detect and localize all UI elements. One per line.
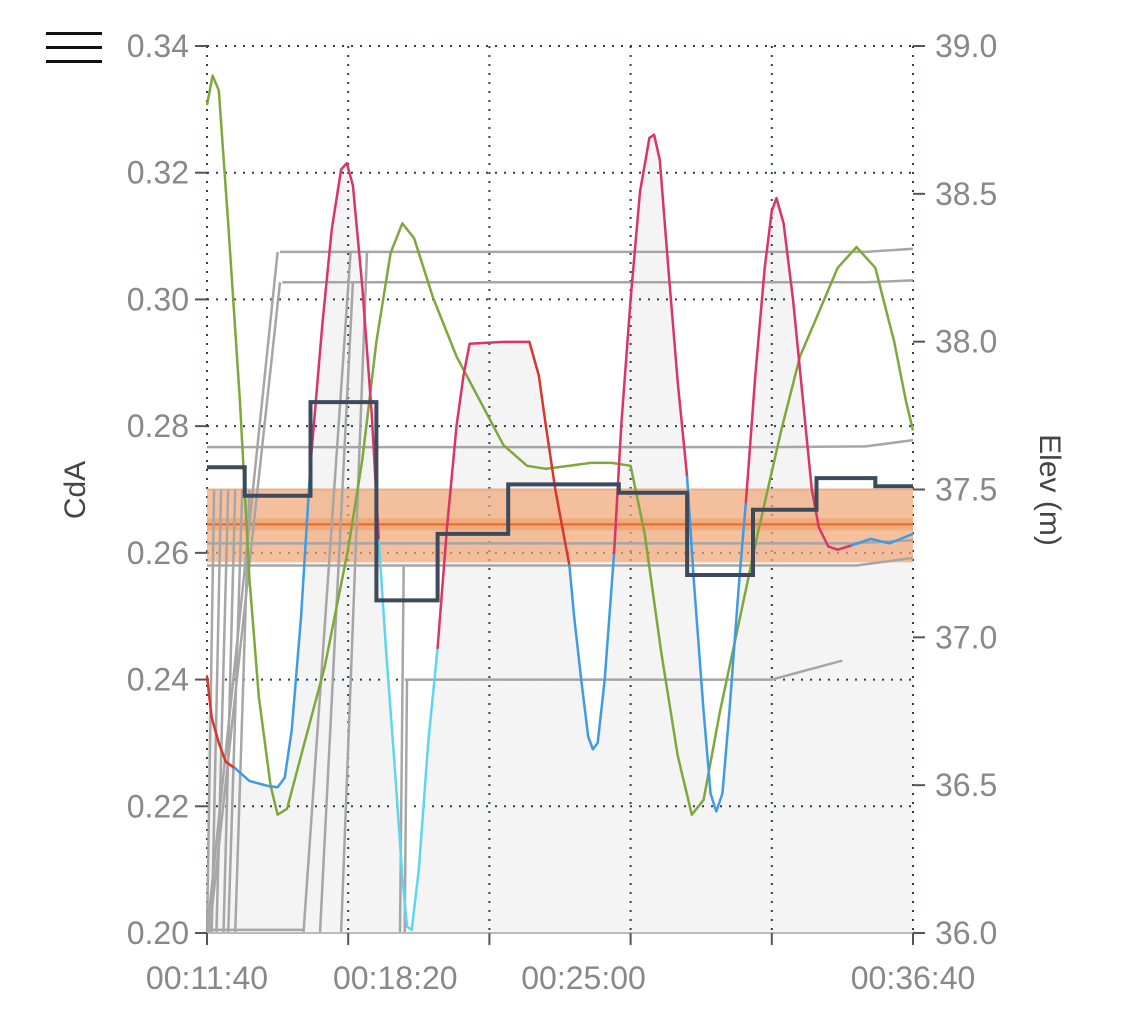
velocity-line-segment	[850, 532, 915, 547]
gray-line	[302, 251, 352, 934]
y2-tick-label: 37.0	[935, 619, 997, 655]
velocity-line-segment	[568, 551, 616, 751]
y2-tick-label: 36.0	[935, 915, 997, 951]
gray-line	[398, 565, 405, 934]
x-tick-label: 00:36:40	[851, 960, 976, 996]
x-tick-label: 00:11:40	[146, 960, 268, 996]
gray-line	[339, 251, 369, 934]
velocity-line-segment	[685, 475, 748, 813]
y-tick-label: 0.28	[127, 408, 189, 444]
velocity-line-segment	[528, 340, 571, 567]
y-tick-label: 0.22	[127, 788, 189, 824]
velocity-line-group	[205, 133, 915, 932]
y-tick-label: 0.32	[127, 155, 189, 191]
velocity-line-segment	[612, 133, 689, 555]
elevation-line-group	[205, 74, 915, 816]
velocity-line-segment	[205, 675, 237, 770]
y2-tick-label: 38.5	[935, 176, 997, 212]
axes: 0.20 0.22 0.24 0.26 0.28 0.30 0.32 0.34 36.0 36.5…	[127, 28, 998, 996]
x-tick-label: 00:25:00	[521, 960, 646, 996]
gray-line	[210, 489, 223, 934]
cda-step-line-group	[207, 400, 913, 603]
y-axis-label: CdA	[59, 461, 92, 519]
gray-line	[205, 251, 279, 934]
cda-step-line	[207, 400, 913, 603]
gray-line	[280, 247, 914, 254]
velocity-line-segment	[744, 196, 821, 529]
velocity-line-segment	[377, 538, 439, 932]
gray-line	[233, 489, 251, 934]
y-tick-label: 0.30	[127, 281, 189, 317]
y-tick-label: 0.20	[127, 915, 189, 951]
gray-line	[226, 489, 244, 934]
y-tick-label: 0.24	[127, 662, 189, 698]
gray-line	[207, 556, 914, 567]
y-tick-label: 0.34	[127, 28, 189, 64]
velocity-line-segment	[436, 340, 531, 650]
cda-band	[207, 488, 913, 563]
y2-tick-label: 38.0	[935, 324, 997, 360]
gray-line	[282, 279, 914, 284]
hamburger-icon	[46, 32, 102, 35]
y2-tick-label: 36.5	[935, 767, 997, 803]
y2-tick-label: 39.0	[935, 28, 997, 64]
y-tick-label: 0.26	[127, 535, 189, 571]
gray-line	[208, 282, 282, 934]
menu-button[interactable]	[46, 28, 102, 68]
velocity-line-segment	[233, 462, 312, 789]
y2-tick-label: 37.5	[935, 472, 997, 508]
elevation-line	[205, 74, 915, 816]
velocity-line-segment	[817, 526, 854, 551]
gray-line	[207, 438, 914, 449]
hamburger-icon-line	[46, 46, 102, 49]
hamburger-icon-line	[46, 60, 102, 63]
velocity-line-segment	[309, 161, 381, 542]
y2-axis-label: Elev (m)	[1033, 434, 1066, 546]
x-tick-label: 00:18:20	[333, 960, 458, 996]
gray-line	[403, 679, 409, 934]
gray-line	[404, 659, 843, 681]
